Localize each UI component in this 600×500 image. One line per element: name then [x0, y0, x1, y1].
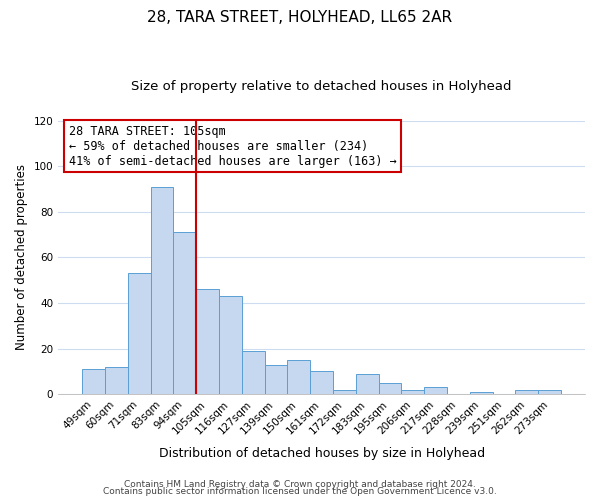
Bar [538, 390, 561, 394]
Bar [424, 388, 447, 394]
Bar [287, 360, 310, 394]
Bar [470, 392, 493, 394]
Bar [379, 383, 401, 394]
Bar [310, 372, 333, 394]
Text: 28, TARA STREET, HOLYHEAD, LL65 2AR: 28, TARA STREET, HOLYHEAD, LL65 2AR [148, 10, 452, 25]
Bar [219, 296, 242, 394]
Y-axis label: Number of detached properties: Number of detached properties [15, 164, 28, 350]
Title: Size of property relative to detached houses in Holyhead: Size of property relative to detached ho… [131, 80, 512, 93]
Text: 28 TARA STREET: 105sqm
← 59% of detached houses are smaller (234)
41% of semi-de: 28 TARA STREET: 105sqm ← 59% of detached… [69, 124, 397, 168]
Bar [515, 390, 538, 394]
Bar [128, 274, 151, 394]
Bar [105, 367, 128, 394]
Bar [173, 232, 196, 394]
Text: Contains HM Land Registry data © Crown copyright and database right 2024.: Contains HM Land Registry data © Crown c… [124, 480, 476, 489]
Bar [265, 364, 287, 394]
Bar [401, 390, 424, 394]
Bar [356, 374, 379, 394]
Text: Contains public sector information licensed under the Open Government Licence v3: Contains public sector information licen… [103, 488, 497, 496]
Bar [151, 186, 173, 394]
Bar [333, 390, 356, 394]
Bar [242, 351, 265, 394]
Bar [196, 290, 219, 394]
X-axis label: Distribution of detached houses by size in Holyhead: Distribution of detached houses by size … [158, 447, 485, 460]
Bar [82, 369, 105, 394]
